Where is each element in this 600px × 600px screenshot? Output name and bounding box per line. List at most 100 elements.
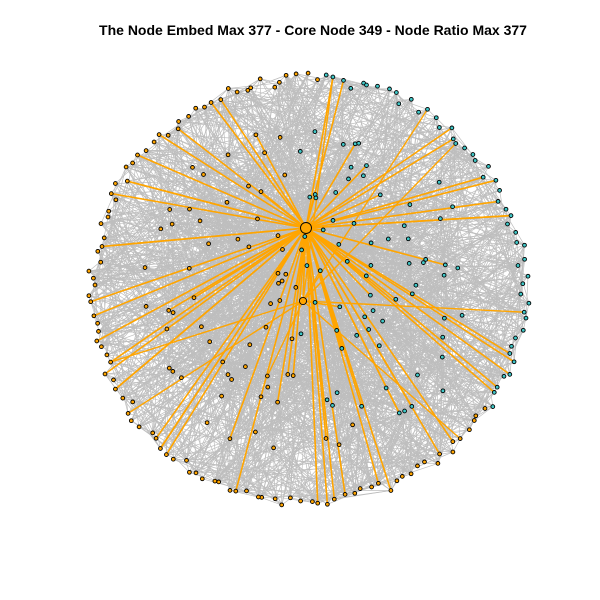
graph-edge <box>295 287 454 453</box>
graph-node <box>370 308 376 313</box>
highlight-edge <box>305 179 497 229</box>
graph-node <box>202 104 207 110</box>
graph-edge <box>265 311 525 328</box>
highlight-edge <box>305 227 413 407</box>
graph-edge <box>229 92 397 439</box>
graph-node <box>212 478 218 484</box>
graph-node <box>283 271 289 277</box>
highlight-edge <box>305 227 454 443</box>
graph-edge <box>131 263 410 422</box>
graph-node <box>396 410 402 416</box>
graph-edge <box>168 310 405 412</box>
graph-node <box>497 188 502 193</box>
graph-edge <box>107 216 333 406</box>
graph-edge <box>378 154 474 484</box>
graph-node <box>407 202 413 207</box>
graph-edge <box>107 191 262 218</box>
highlight-edge <box>96 227 307 342</box>
graph-edge <box>464 147 518 243</box>
graph-edge <box>359 232 516 489</box>
graph-node <box>368 292 373 298</box>
graph-node <box>383 385 389 391</box>
graph-node <box>339 346 345 351</box>
graph-node <box>130 399 136 405</box>
graph-edge <box>227 88 232 380</box>
graph-node <box>459 312 465 318</box>
highlight-edge <box>305 200 499 229</box>
graph-node <box>441 272 447 278</box>
graph-node <box>518 291 524 297</box>
graph-node <box>299 247 304 253</box>
graph-node <box>186 114 191 119</box>
highlight-edge <box>305 227 371 296</box>
graph-edge <box>186 361 224 461</box>
graph-node <box>415 463 420 469</box>
graph-node <box>92 282 98 288</box>
graph-edge <box>327 451 454 505</box>
graph-edge <box>127 152 265 182</box>
graph-edge <box>270 303 470 430</box>
graph-node <box>276 280 281 286</box>
highlight-edge <box>110 300 304 363</box>
highlight-edge <box>305 214 512 229</box>
graph-node <box>354 333 360 338</box>
graph-node <box>522 242 527 248</box>
graph-edge <box>275 375 505 500</box>
core-node <box>300 222 312 234</box>
graph-edge <box>186 460 335 500</box>
graph-node <box>199 324 204 330</box>
highlight-edge <box>305 227 348 263</box>
graph-node <box>125 411 131 416</box>
graph-edge <box>90 166 127 302</box>
graph-node <box>503 206 509 212</box>
graph-node <box>201 172 206 177</box>
graph-edge <box>132 98 412 164</box>
graph-node <box>388 488 394 493</box>
graph-node <box>290 373 296 378</box>
graph-edge <box>189 137 281 269</box>
highlight-edge <box>305 76 334 229</box>
graph-node <box>331 496 337 502</box>
graph-node <box>285 372 291 377</box>
graph-edge <box>104 227 307 239</box>
graph-edge <box>93 277 521 295</box>
graph-node <box>271 445 276 451</box>
graph-node <box>136 424 142 430</box>
graph-node <box>523 315 529 321</box>
graph-edge <box>382 299 397 322</box>
graph-edge <box>363 82 516 339</box>
graph-node <box>330 403 335 408</box>
graph-edge <box>317 265 372 504</box>
highlight-edges-layer <box>90 76 525 505</box>
graph-edge <box>515 232 527 319</box>
graph-node <box>268 301 273 306</box>
graph-node <box>334 390 340 396</box>
graph-edge <box>326 399 439 464</box>
graph-node <box>128 418 134 424</box>
graph-node <box>394 90 399 95</box>
graph-edge <box>377 86 470 430</box>
graph-node <box>255 216 260 222</box>
graph-node <box>520 327 526 333</box>
graph-node <box>340 142 346 147</box>
graph-edge <box>152 371 174 434</box>
graph-edge <box>93 278 129 414</box>
graph-edge <box>221 75 287 397</box>
graph-edge <box>503 353 511 377</box>
graph-edge <box>437 215 512 464</box>
highlight-edge <box>165 227 307 456</box>
graph-node <box>98 259 104 265</box>
graph-node <box>143 148 149 153</box>
graph-node <box>425 106 430 112</box>
highlight-edge <box>302 227 307 302</box>
graph-node <box>305 70 311 76</box>
graph-node <box>143 304 149 309</box>
graph-node <box>179 375 184 381</box>
graph-edge <box>122 397 282 506</box>
graph-node <box>356 140 362 146</box>
graph-edge <box>172 223 307 229</box>
graph-edge <box>195 108 256 433</box>
graph-node <box>409 291 415 297</box>
graph-node <box>396 101 402 107</box>
graph-node <box>293 285 299 290</box>
